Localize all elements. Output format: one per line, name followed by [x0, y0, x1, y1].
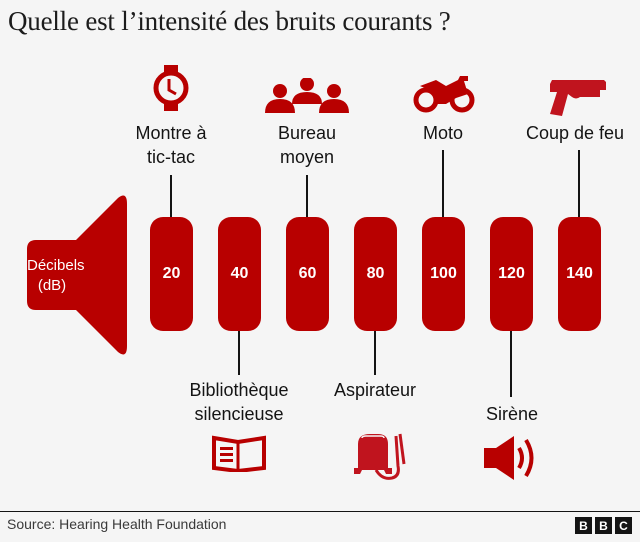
- label-bureau: Bureau moyen: [278, 121, 336, 169]
- label-sirene: Sirène: [485, 404, 539, 424]
- source-text: Source: Hearing Health Foundation: [7, 516, 227, 532]
- bbc-logo-block: B: [575, 517, 592, 534]
- decibels-label-line1: Décibels: [27, 257, 85, 274]
- vacuum-icon: [354, 433, 406, 480]
- label-line: Bibliothèque: [189, 380, 289, 400]
- db-level-140: 140: [558, 217, 601, 331]
- connector-line: [306, 175, 308, 217]
- db-level-40: 40: [218, 217, 261, 331]
- label-coup-de-feu: Coup de feu: [525, 123, 625, 143]
- gun-icon: [550, 80, 606, 116]
- watch-icon: [153, 65, 189, 111]
- connector-line: [578, 150, 580, 217]
- bbc-logo: B B C: [575, 517, 632, 534]
- label-moto: Moto: [422, 123, 464, 143]
- label-line: Montre à: [135, 123, 207, 143]
- chart-title: Quelle est l’intensité des bruits couran…: [8, 6, 451, 36]
- label-line: silencieuse: [194, 404, 284, 424]
- connector-line: [170, 175, 172, 217]
- book-icon: [212, 435, 266, 472]
- decibels-label-line2: (dB): [37, 277, 67, 294]
- db-level-100: 100: [422, 217, 465, 331]
- bbc-logo-block: B: [595, 517, 612, 534]
- label-line: tic-tac: [146, 147, 196, 167]
- motorcycle-icon: [413, 76, 475, 113]
- db-level-20: 20: [150, 217, 193, 331]
- label-montre: Montre à tic-tac: [135, 121, 206, 169]
- db-level-120: 120: [490, 217, 533, 331]
- label-line: Bureau: [277, 123, 337, 143]
- db-level-60: 60: [286, 217, 329, 331]
- people-icon: [265, 78, 349, 113]
- connector-line: [238, 331, 240, 375]
- bbc-logo-block: C: [615, 517, 632, 534]
- db-level-80: 80: [354, 217, 397, 331]
- siren-speaker-icon: [484, 436, 534, 480]
- label-aspirateur: Aspirateur: [333, 380, 417, 400]
- decibels-label: Décibels (dB): [27, 256, 85, 296]
- connector-line: [442, 150, 444, 217]
- label-line: moyen: [279, 147, 335, 167]
- connector-line: [510, 331, 512, 397]
- connector-line: [374, 331, 376, 375]
- label-bibliotheque: Bibliothèque silencieuse: [189, 378, 288, 426]
- footer-divider: [0, 511, 640, 512]
- speaker-icon: [27, 195, 127, 355]
